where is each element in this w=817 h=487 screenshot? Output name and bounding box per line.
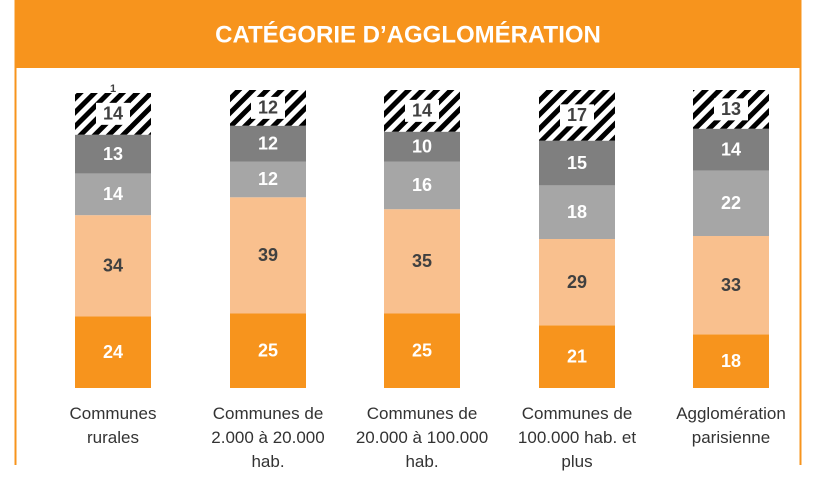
bar-segment [384,209,460,314]
data-label: 35 [412,251,432,271]
bar-segment [75,134,151,174]
data-label: 34 [103,256,123,276]
bar-segment [75,173,151,216]
bar-segment [230,161,306,198]
bar-segment [384,313,460,388]
data-label: 13 [103,144,123,164]
chart-title: CATÉGORIE D’AGGLOMÉRATION [215,20,601,48]
x-tick-label: Communes de 2.000 à 20.000 hab. [211,404,325,471]
label-box [251,96,285,119]
bar-segment [539,239,615,326]
data-label: 25 [412,341,432,361]
data-label: 14 [103,184,123,204]
title-banner [15,0,801,68]
x-tick-label: Communes rurales [69,404,157,447]
bar-segment [384,131,460,162]
data-label: 16 [412,175,432,195]
data-label: 21 [567,346,587,366]
label-box [714,98,748,121]
data-label: 12 [258,169,278,189]
bar-segment [75,90,151,93]
bar-segment [230,197,306,314]
label-box [560,104,594,127]
bar-segment [539,185,615,239]
data-label: 24 [103,342,123,362]
x-tick-label: Agglomération parisienne [676,404,786,447]
data-label: 29 [567,272,587,292]
data-label: 25 [258,341,278,361]
data-label: 33 [721,275,741,295]
x-tick-label: Communes de 100.000 hab. et plus [517,404,637,471]
bar-segment [75,215,151,317]
data-label: 14 [103,104,123,124]
data-label: 13 [721,99,741,119]
bar-segment [75,316,151,388]
data-label: 18 [567,202,587,222]
x-tick-label: Communes de 20.000 à 100.000 hab. [355,404,489,471]
data-label: 12 [258,98,278,118]
label-box [96,102,130,125]
data-label: 14 [412,101,432,121]
data-label: 22 [721,193,741,213]
bar-segment [693,128,769,171]
data-label: 15 [567,153,587,173]
bar-segment [693,334,769,388]
data-label: 10 [412,136,432,156]
data-label: 17 [567,105,587,125]
data-label: 12 [258,133,278,153]
bar-segment [693,170,769,237]
bar-segment [693,236,769,335]
bar-segment [384,161,460,210]
data-label: 14 [721,139,741,159]
bar-segment [539,325,615,388]
data-label: 18 [721,351,741,371]
bar-segment [539,140,615,186]
data-label: 39 [258,245,278,265]
label-box [405,99,439,122]
bar-segment [230,125,306,162]
bar-segment [230,313,306,388]
data-label: 1 [110,83,116,95]
